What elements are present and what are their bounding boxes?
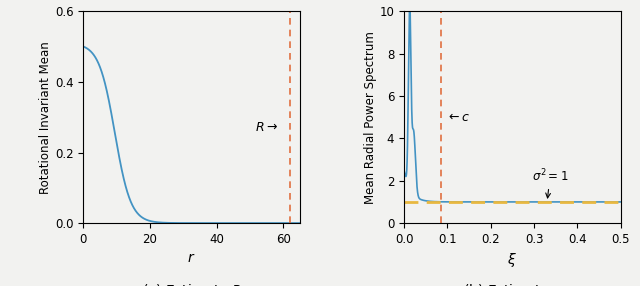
Text: $\leftarrow c$: $\leftarrow c$ bbox=[446, 111, 470, 124]
Text: $R\rightarrow$: $R\rightarrow$ bbox=[255, 121, 278, 134]
Text: (b) Estimate $c$: (b) Estimate $c$ bbox=[463, 282, 562, 286]
Y-axis label: Rotational Invariant Mean: Rotational Invariant Mean bbox=[39, 41, 52, 194]
Y-axis label: Mean Radial Power Spectrum: Mean Radial Power Spectrum bbox=[364, 31, 377, 204]
X-axis label: $r$: $r$ bbox=[188, 251, 196, 265]
Text: $\sigma^2 = 1$: $\sigma^2 = 1$ bbox=[532, 167, 568, 198]
Text: (a) Estimate $R$: (a) Estimate $R$ bbox=[141, 282, 241, 286]
X-axis label: $\xi$: $\xi$ bbox=[508, 251, 517, 269]
